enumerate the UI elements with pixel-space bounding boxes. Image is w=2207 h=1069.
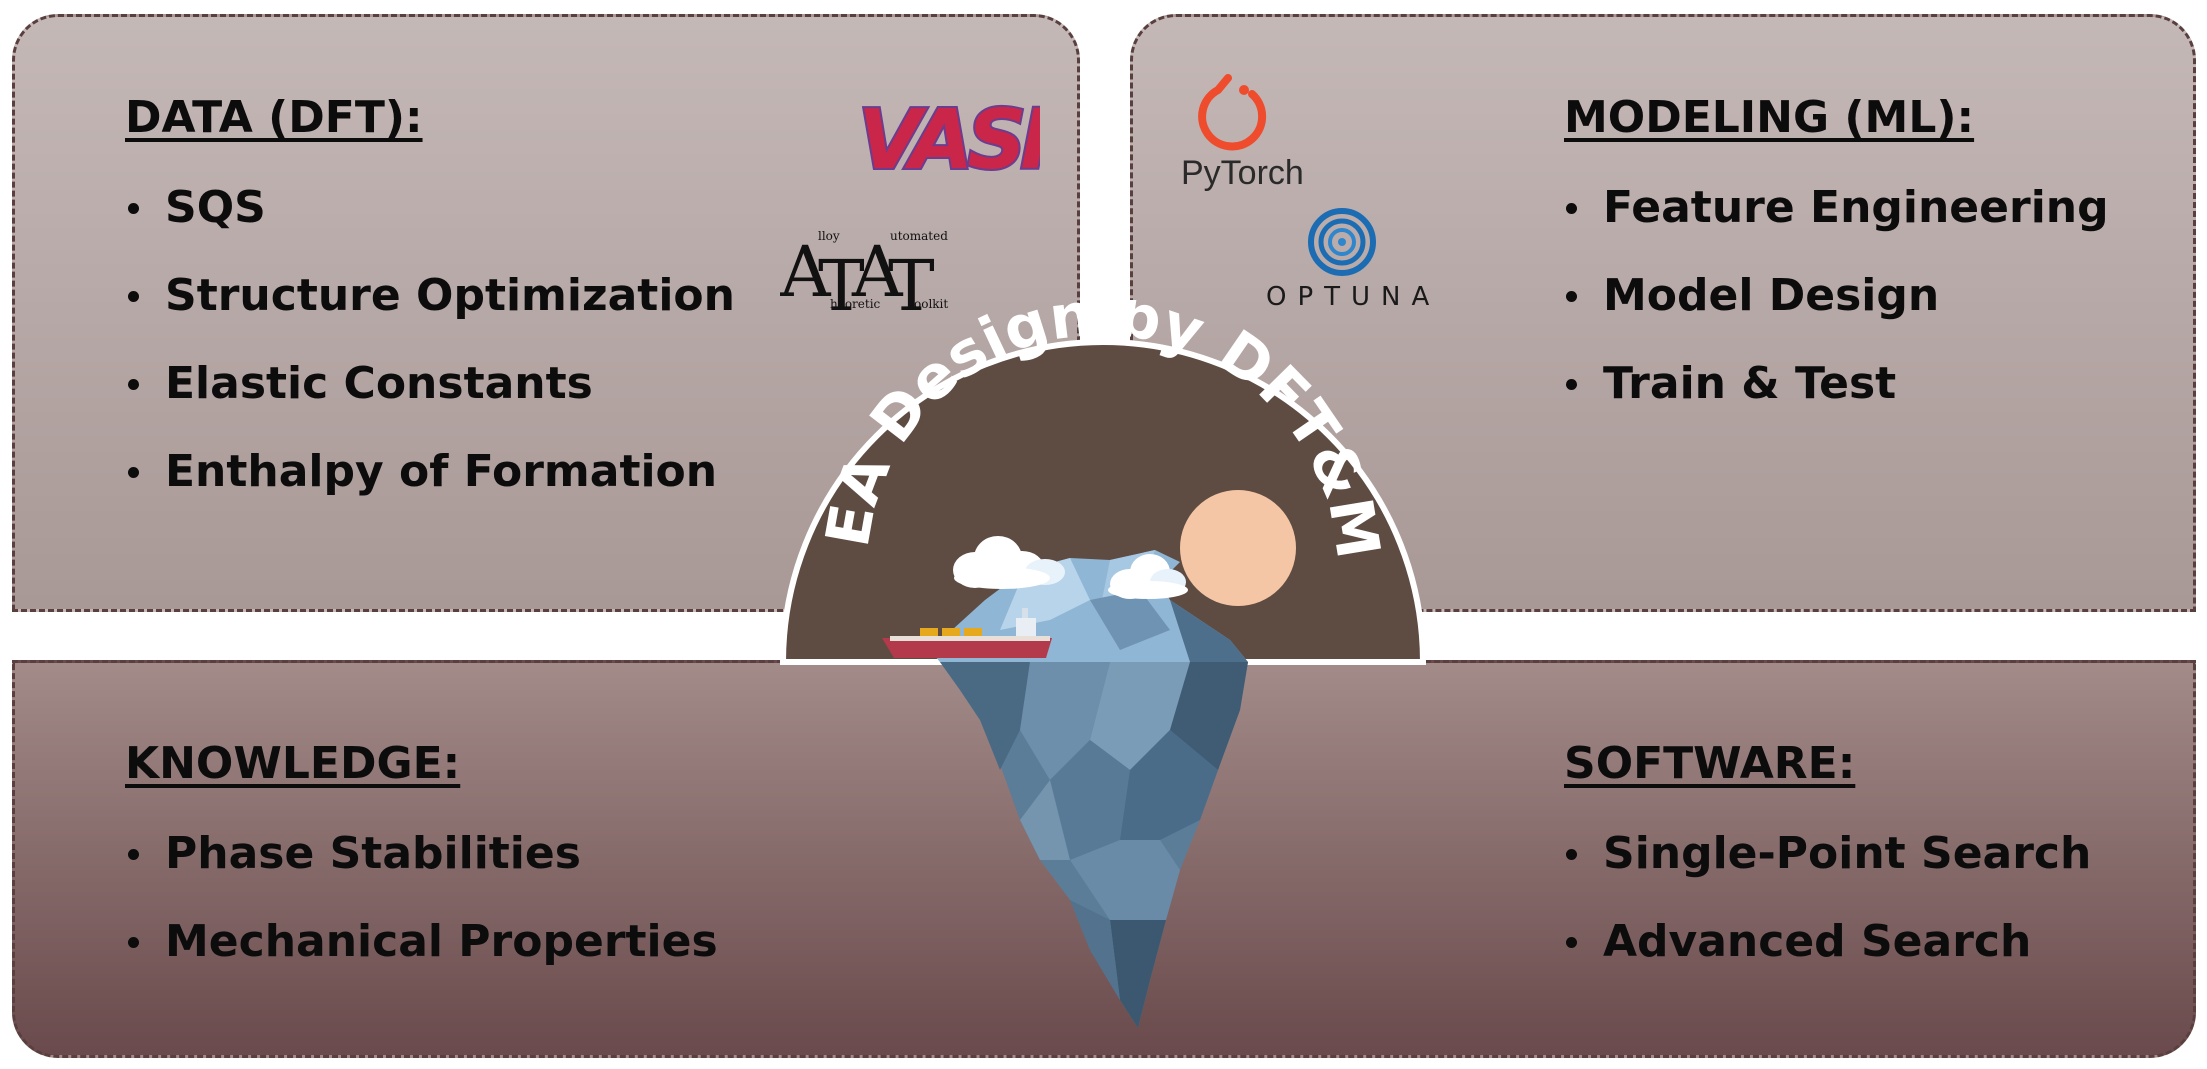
- list-item: Elastic Constants: [128, 340, 735, 428]
- bullet-dot: [128, 936, 139, 948]
- atat-letter-a1: A: [780, 231, 832, 313]
- list-item: Structure Optimization: [128, 252, 735, 340]
- atat-logo: A T A T lloy utomated heoretic oolkit: [780, 229, 948, 318]
- iceberg-icon: [930, 550, 1248, 1028]
- atat-word-alloy: lloy: [818, 229, 840, 243]
- vasp-logo-text: VASP: [858, 93, 1040, 185]
- list-item: Mechanical Properties: [128, 898, 718, 986]
- bullet-dot: [128, 848, 139, 860]
- bullet-dot: [1566, 936, 1577, 948]
- cloud-icon: [953, 536, 1065, 589]
- list-item: Phase Stabilities: [128, 810, 718, 898]
- knowledge-heading: KNOWLEDGE:: [125, 738, 461, 789]
- list-item: SQS: [128, 164, 735, 252]
- list-item: Single-Point Search: [1566, 810, 2091, 898]
- atat-word-toolkit: oolkit: [914, 297, 948, 311]
- bullet-dot: [1566, 848, 1577, 860]
- pytorch-flame-icon: [1198, 74, 1267, 151]
- atat-letter-t1: T: [818, 245, 865, 318]
- vasp-logo: VASP: [856, 91, 1040, 185]
- bullet-dot: [128, 202, 139, 214]
- software-heading: SOFTWARE:: [1564, 738, 1856, 789]
- hea-iceberg-graphic: HEA Design by DFT&ML: [770, 300, 1427, 1028]
- sun-icon: [1180, 490, 1296, 606]
- list-item: Enthalpy of Formation: [128, 428, 735, 516]
- data-dft-heading: DATA (DFT):: [125, 92, 423, 143]
- atat-word-theoretic: heoretic: [830, 297, 881, 311]
- bullet-dot: [128, 290, 139, 302]
- bullet-dot: [1566, 378, 1577, 390]
- atat-letter-a2: A: [851, 231, 904, 313]
- optuna-rings-icon: [1308, 208, 1376, 276]
- atat-letter-t2: T: [888, 245, 935, 318]
- bullet-dot: [1566, 290, 1577, 302]
- knowledge-list: Phase Stabilities Mechanical Properties: [128, 810, 718, 986]
- software-list: Single-Point Search Advanced Search: [1566, 810, 2091, 986]
- atat-word-automated: utomated: [890, 229, 948, 243]
- ship-icon: [882, 608, 1052, 658]
- modeling-ml-list: Feature Engineering Model Design Train &…: [1566, 164, 2109, 428]
- bullet-dot: [128, 378, 139, 390]
- list-item: Feature Engineering: [1566, 164, 2109, 252]
- data-dft-list: SQS Structure Optimization Elastic Const…: [128, 164, 735, 516]
- list-item: Train & Test: [1566, 340, 2109, 428]
- list-item: Advanced Search: [1566, 898, 2091, 986]
- modeling-ml-heading: MODELING (ML):: [1564, 92, 1975, 143]
- cloud-icon: [1108, 554, 1188, 599]
- optuna-logo-text: OPTUNA: [1266, 282, 1441, 312]
- bullet-dot: [128, 466, 139, 478]
- bullet-dot: [1566, 202, 1577, 214]
- list-item: Model Design: [1566, 252, 2109, 340]
- pytorch-logo-text: PyTorch: [1181, 154, 1304, 192]
